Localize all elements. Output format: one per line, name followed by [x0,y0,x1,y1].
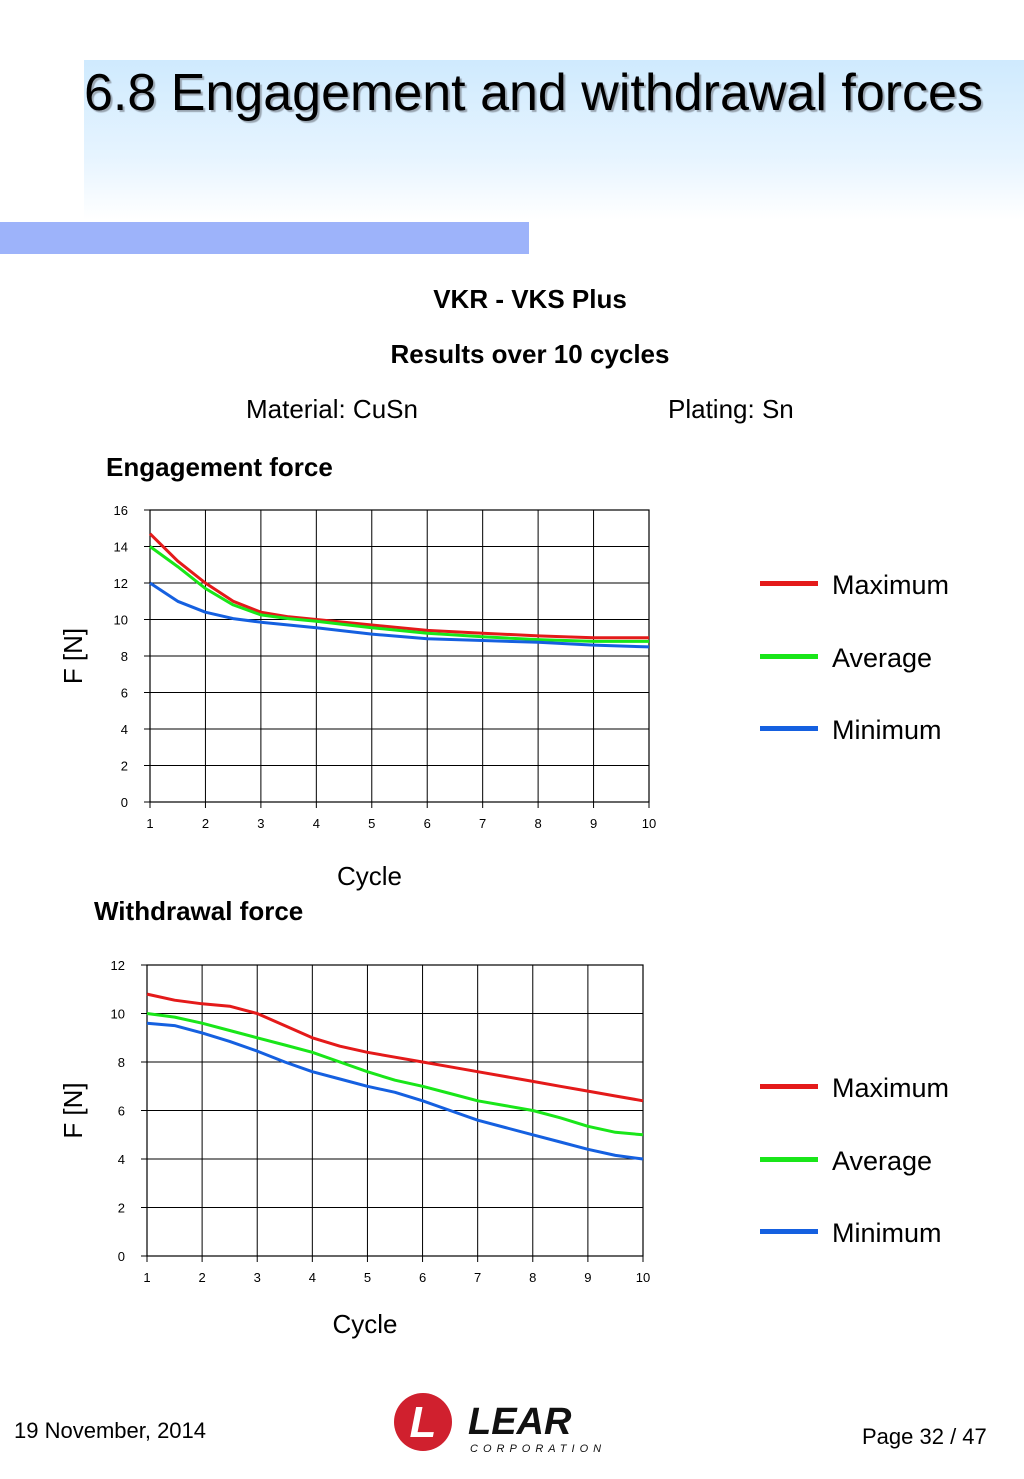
lear-logo-mark: L [410,1398,437,1447]
series-line-minimum [149,581,650,649]
x-tick-label: 6 [424,816,431,831]
x-axis-label: Cycle [337,861,402,891]
x-tick-label: 6 [419,1270,426,1285]
y-tick-label: 6 [121,686,128,701]
y-tick-label: 16 [114,503,128,518]
legend-label-minimum: Minimum [832,1218,942,1248]
material-label: Material: CuSn [246,394,418,424]
page-title: 6.8 Engagement and withdrawal forces [84,64,983,122]
x-axis-label: Cycle [332,1309,397,1339]
legend-item-minimum: Minimum [760,715,1000,745]
x-tick-label: 8 [534,816,541,831]
series-line-minimum [146,1021,644,1161]
legend-item-minimum: Minimum [760,1218,1000,1248]
legend-swatch-average [760,654,818,659]
y-tick-label: 12 [111,958,125,973]
legend-swatch-minimum [760,1229,818,1234]
y-axis-label: F [N] [58,628,88,684]
x-tick-label: 1 [143,1270,150,1285]
y-tick-label: 2 [121,759,128,774]
title-band [84,60,1024,220]
series-line-maximum [148,532,649,640]
y-tick-label: 0 [121,795,128,810]
x-tick-label: 10 [636,1270,650,1285]
y-tick-label: 14 [114,540,128,555]
x-tick-label: 8 [529,1270,536,1285]
y-tick-label: 10 [114,613,128,628]
legend-label-average: Average [832,1146,933,1176]
legend-item-maximum: Maximum [760,1073,1000,1103]
x-tick-label: 10 [642,816,656,831]
legend-label-maximum: Maximum [832,1073,950,1103]
x-tick-label: 3 [254,1270,261,1285]
legend-swatch-maximum [760,581,818,586]
legend-label-maximum: Maximum [832,570,950,600]
y-axis-label: F [N] [58,1082,88,1138]
x-tick-label: 4 [309,1270,316,1285]
lear-logo: L LEAR CORPORATION [394,1393,606,1455]
plot-frame [149,509,650,803]
y-tick-label: 12 [114,576,128,591]
y-tick-label: 10 [111,1007,125,1022]
y-tick-label: 0 [118,1249,125,1264]
engagement-chart-title: Engagement force [106,452,333,482]
footer-page-number: Page 32 / 47 [862,1424,987,1449]
legend-label-minimum: Minimum [832,715,942,745]
y-tick-label: 6 [118,1104,125,1119]
x-tick-label: 9 [590,816,597,831]
product-heading: VKR - VKS Plus [433,284,627,314]
series-line-average [146,1012,644,1137]
x-tick-label: 2 [202,816,209,831]
lear-logo-wordmark: LEAR [468,1401,572,1443]
title-underline-bar [0,222,529,254]
y-tick-label: 2 [118,1201,125,1216]
x-tick-label: 5 [368,816,375,831]
x-tick-label: 4 [313,816,320,831]
legend-swatch-average [760,1157,818,1162]
y-tick-label: 8 [121,649,128,664]
x-tick-label: 7 [479,816,486,831]
series-line-maximum [146,992,644,1103]
series-line-average [149,545,649,643]
legend-swatch-maximum [760,1084,818,1089]
results-heading: Results over 10 cycles [390,339,670,369]
legend-label-average: Average [832,643,933,673]
lear-logo-circle [394,1393,452,1451]
footer-date: 19 November, 2014 [14,1418,207,1443]
withdrawal-chart-title: Withdrawal force [94,896,304,926]
legend-item-average: Average [760,643,1000,673]
x-tick-label: 9 [584,1270,591,1285]
legend-item-average: Average [760,1146,1000,1176]
legend-swatch-minimum [760,726,818,731]
x-tick-label: 3 [257,816,264,831]
y-tick-label: 8 [118,1055,125,1070]
plot-frame [146,964,644,1257]
y-tick-label: 4 [118,1152,125,1167]
x-tick-label: 2 [198,1270,205,1285]
x-tick-label: 5 [364,1270,371,1285]
x-tick-label: 1 [146,816,153,831]
lear-logo-subtitle: CORPORATION [470,1443,606,1455]
x-tick-label: 7 [474,1270,481,1285]
y-tick-label: 4 [121,722,128,737]
legend-item-maximum: Maximum [760,570,1000,600]
plating-label: Plating: Sn [668,394,794,424]
